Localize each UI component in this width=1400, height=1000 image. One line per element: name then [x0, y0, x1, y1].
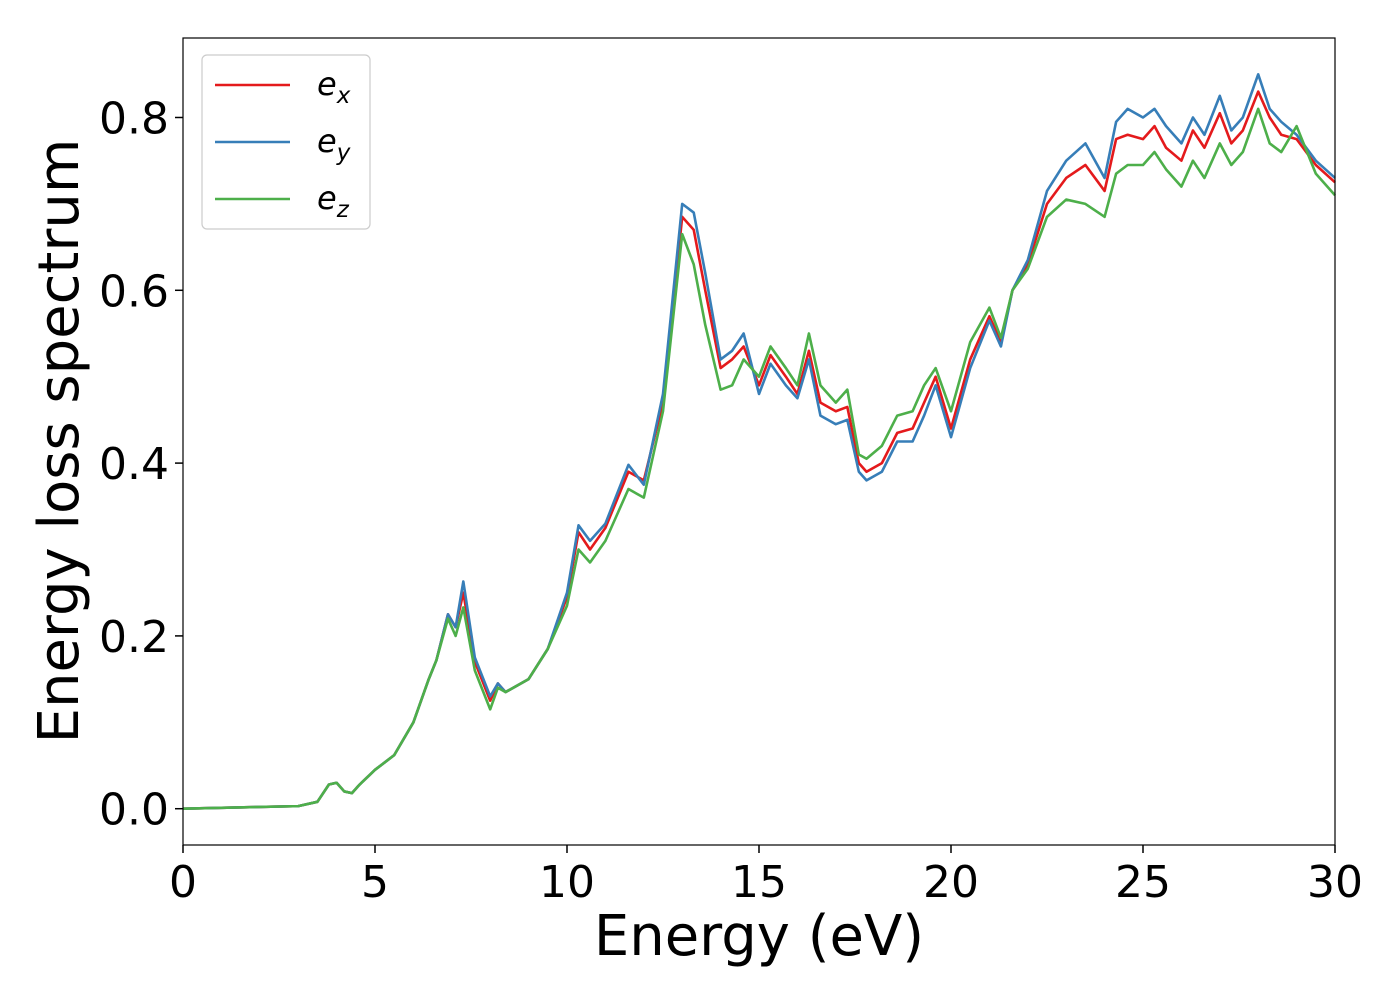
- line-series: [182, 107, 1336, 811]
- y-tick-label: 0.2: [99, 612, 169, 663]
- y-tick-label: 0.0: [99, 785, 169, 836]
- y-tick-label: 0.6: [99, 266, 169, 317]
- x-tick-label: 20: [923, 857, 979, 908]
- legend: ex ey ez: [201, 54, 371, 230]
- x-tick-label: 25: [1115, 857, 1171, 908]
- x-tick-label: 5: [361, 857, 389, 908]
- y-tick-label: 0.8: [99, 93, 169, 144]
- x-tick-label: 30: [1307, 857, 1363, 908]
- legend-label: ex: [317, 65, 351, 109]
- plot-frame: [182, 37, 1336, 846]
- x-axis-label: Energy (eV): [594, 904, 924, 969]
- y-axis-label: Energy loss spectrum: [27, 139, 92, 744]
- legend-label: ey: [317, 122, 351, 166]
- x-tick-label: 0: [169, 857, 197, 908]
- y-tick-label: 0.4: [99, 439, 169, 490]
- x-tick-label: 15: [731, 857, 787, 908]
- legend-label: ez: [317, 179, 350, 223]
- x-tick-label: 10: [539, 857, 595, 908]
